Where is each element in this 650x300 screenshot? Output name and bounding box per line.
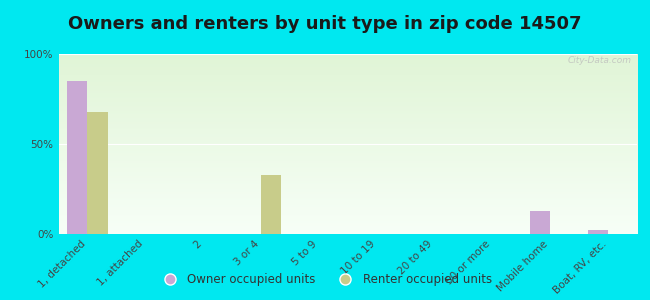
Bar xyxy=(588,230,608,234)
Text: Owners and renters by unit type in zip code 14507: Owners and renters by unit type in zip c… xyxy=(68,15,582,33)
Bar xyxy=(67,81,87,234)
Bar xyxy=(261,175,281,234)
Legend: Owner occupied units, Renter occupied units: Owner occupied units, Renter occupied un… xyxy=(153,269,497,291)
Text: City-Data.com: City-Data.com xyxy=(567,56,631,65)
Bar xyxy=(530,211,550,234)
Bar xyxy=(87,112,108,234)
